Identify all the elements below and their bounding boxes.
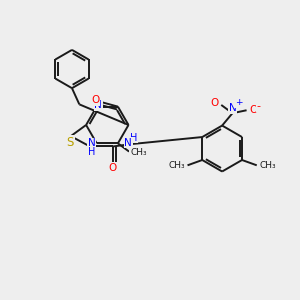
Text: CH₃: CH₃ bbox=[130, 148, 147, 157]
Text: CH₃: CH₃ bbox=[168, 161, 185, 170]
Text: +: + bbox=[235, 98, 242, 107]
Text: O: O bbox=[211, 98, 219, 109]
Text: H: H bbox=[88, 147, 95, 157]
Text: N: N bbox=[124, 138, 132, 148]
Text: O: O bbox=[109, 163, 117, 173]
Text: N: N bbox=[94, 100, 102, 110]
Text: -: - bbox=[256, 101, 260, 111]
Text: N: N bbox=[88, 138, 95, 148]
Text: H: H bbox=[130, 133, 137, 142]
Text: CH₃: CH₃ bbox=[260, 161, 276, 170]
Text: S: S bbox=[67, 136, 74, 149]
Text: O: O bbox=[249, 105, 257, 115]
Text: N: N bbox=[229, 103, 236, 113]
Text: O: O bbox=[91, 95, 99, 105]
